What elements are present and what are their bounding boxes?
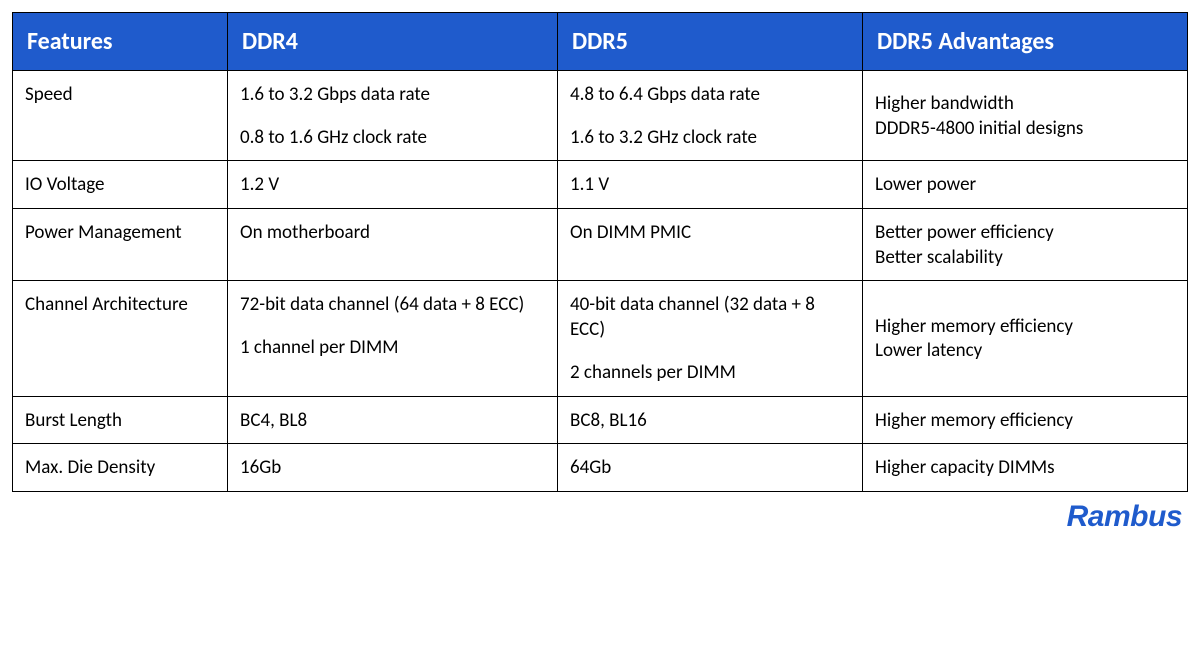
table-row: IO Voltage 1.2 V 1.1 V Lower power <box>13 161 1188 209</box>
col-header-advantages: DDR5 Advantages <box>863 13 1188 71</box>
cell-line: Higher memory efficiency <box>875 315 1175 340</box>
cell-line: On motherboard <box>240 221 545 246</box>
cell-adv: Lower power <box>863 161 1188 209</box>
col-header-ddr5: DDR5 <box>558 13 863 71</box>
cell-line: DDDR5-4800 initial designs <box>875 117 1175 142</box>
cell-adv: Higher bandwidthDDDR5-4800 initial desig… <box>863 71 1188 161</box>
cell-ddr5: On DIMM PMIC <box>558 209 863 281</box>
table-body: Speed 1.6 to 3.2 Gbps data rate 0.8 to 1.6… <box>13 71 1188 492</box>
col-header-ddr4: DDR4 <box>228 13 558 71</box>
cell-line: 1.2 V <box>240 173 545 198</box>
cell-ddr4: BC4, BL8 <box>228 396 558 444</box>
comparison-table: Features DDR4 DDR5 DDR5 Advantages Speed… <box>12 12 1188 492</box>
cell-ddr5: 40-bit data channel (32 data + 8 ECC) 2 c… <box>558 281 863 396</box>
cell-feature: Speed <box>13 71 228 161</box>
cell-ddr5: 4.8 to 6.4 Gbps data rate 1.6 to 3.2 GHz … <box>558 71 863 161</box>
cell-line: Higher bandwidth <box>875 92 1175 117</box>
cell-line: 4.8 to 6.4 Gbps data rate <box>570 83 850 108</box>
cell-line: 1 channel per DIMM <box>240 336 545 361</box>
cell-ddr4: 1.6 to 3.2 Gbps data rate 0.8 to 1.6 GHz … <box>228 71 558 161</box>
cell-line: 16Gb <box>240 456 545 481</box>
table-row: Burst Length BC4, BL8 BC8, BL16 Higher memo… <box>13 396 1188 444</box>
cell-line: BC4, BL8 <box>240 409 545 434</box>
cell-ddr4: 1.2 V <box>228 161 558 209</box>
cell-line: Higher capacity DIMMs <box>875 456 1175 481</box>
cell-feature: IO Voltage <box>13 161 228 209</box>
cell-ddr4: 16Gb <box>228 444 558 492</box>
cell-line: 64Gb <box>570 456 850 481</box>
cell-ddr4: 72-bit data channel (64 data + 8 ECC) 1 c… <box>228 281 558 396</box>
cell-line: 0.8 to 1.6 GHz clock rate <box>240 126 545 151</box>
cell-line: 40-bit data channel (32 data + 8 ECC) <box>570 293 850 342</box>
cell-adv: Higher memory efficiency <box>863 396 1188 444</box>
cell-line: Better scalability <box>875 246 1175 271</box>
rambus-logo: Rambus <box>1067 500 1182 533</box>
cell-adv: Better power efficiencyBetter scalabilit… <box>863 209 1188 281</box>
cell-line: 1.6 to 3.2 Gbps data rate <box>240 83 545 108</box>
table-row: Max. Die Density 16Gb 64Gb Higher capacity … <box>13 444 1188 492</box>
cell-line: BC8, BL16 <box>570 409 850 434</box>
col-header-features: Features <box>13 13 228 71</box>
cell-line: Higher memory efficiency <box>875 409 1175 434</box>
cell-adv: Higher capacity DIMMs <box>863 444 1188 492</box>
cell-line: Lower latency <box>875 339 1175 364</box>
cell-ddr5: 1.1 V <box>558 161 863 209</box>
table-row: Speed 1.6 to 3.2 Gbps data rate 0.8 to 1.6… <box>13 71 1188 161</box>
cell-line: 72-bit data channel (64 data + 8 ECC) <box>240 293 545 318</box>
logo-container: Rambus <box>12 492 1188 534</box>
cell-line: Better power efficiency <box>875 221 1175 246</box>
cell-feature: Power Management <box>13 209 228 281</box>
cell-line: Lower power <box>875 173 1175 198</box>
cell-ddr5: BC8, BL16 <box>558 396 863 444</box>
cell-ddr5: 64Gb <box>558 444 863 492</box>
cell-line: 2 channels per DIMM <box>570 361 850 386</box>
cell-line: 1.6 to 3.2 GHz clock rate <box>570 126 850 151</box>
cell-ddr4: On motherboard <box>228 209 558 281</box>
cell-line: 1.1 V <box>570 173 850 198</box>
cell-feature: Channel Architecture <box>13 281 228 396</box>
cell-adv: Higher memory efficiencyLower latency <box>863 281 1188 396</box>
cell-line: On DIMM PMIC <box>570 221 850 246</box>
table-row: Channel Architecture72-bit data channel … <box>13 281 1188 396</box>
cell-feature: Max. Die Density <box>13 444 228 492</box>
table-row: Power Management On motherboard On DIMM PM… <box>13 209 1188 281</box>
cell-feature: Burst Length <box>13 396 228 444</box>
table-header-row: Features DDR4 DDR5 DDR5 Advantages <box>13 13 1188 71</box>
